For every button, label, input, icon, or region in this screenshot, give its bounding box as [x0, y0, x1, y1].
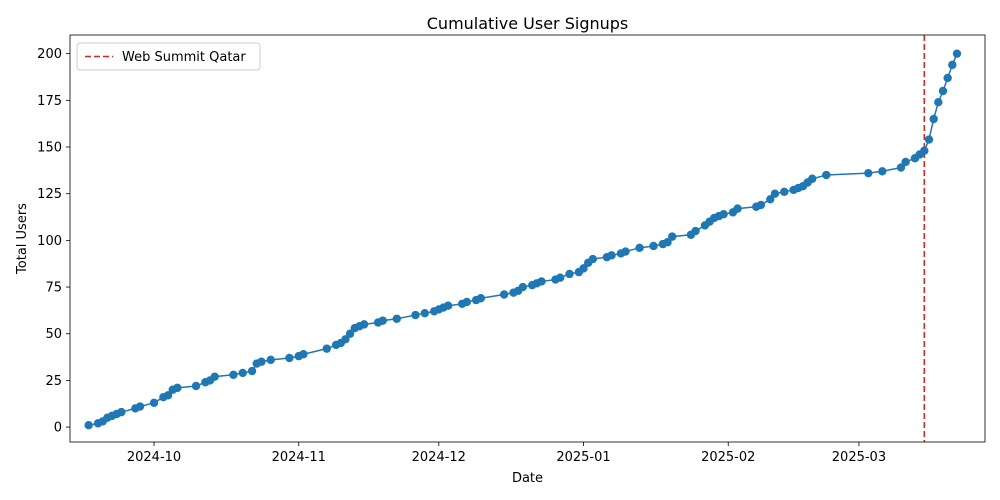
data-point [537, 277, 545, 285]
y-tick-label: 175 [37, 94, 62, 109]
data-point [117, 408, 125, 416]
data-point [925, 135, 933, 143]
y-tick-label: 100 [37, 234, 62, 249]
data-point [360, 320, 368, 328]
data-point [771, 189, 779, 197]
data-point [84, 421, 92, 429]
data-point [519, 283, 527, 291]
data-point [635, 244, 643, 252]
data-point [173, 384, 181, 392]
data-point [757, 201, 765, 209]
data-point [780, 188, 788, 196]
x-tick-label: 2025-01 [556, 450, 610, 465]
data-point [192, 382, 200, 390]
data-point [621, 247, 629, 255]
data-point [607, 251, 615, 259]
data-point [299, 350, 307, 358]
chart-title: Cumulative User Signups [427, 14, 629, 33]
x-tick-label: 2024-12 [412, 450, 466, 465]
data-point [556, 274, 564, 282]
data-point [878, 167, 886, 175]
data-point [953, 49, 961, 57]
data-point [901, 158, 909, 166]
data-point [822, 171, 830, 179]
data-point [500, 290, 508, 298]
data-point [565, 270, 573, 278]
data-point [668, 232, 676, 240]
plot-area [70, 35, 985, 442]
data-point [211, 372, 219, 380]
data-point [248, 367, 256, 375]
y-tick-label: 0 [54, 421, 62, 436]
data-point [136, 402, 144, 410]
data-point [477, 294, 485, 302]
legend-label-event: Web Summit Qatar [122, 50, 246, 65]
series-layer [84, 49, 961, 429]
x-tick-label: 2024-11 [272, 450, 326, 465]
x-axis-title: Date [512, 471, 543, 486]
data-point [267, 356, 275, 364]
data-point [229, 371, 237, 379]
data-point [257, 358, 265, 366]
y-tick-label: 50 [45, 327, 62, 342]
legend: Web Summit Qatar [77, 43, 260, 70]
data-point [948, 61, 956, 69]
data-point [719, 210, 727, 218]
data-point [444, 302, 452, 310]
data-point [393, 315, 401, 323]
x-tick-label: 2025-02 [701, 450, 755, 465]
data-point [421, 309, 429, 317]
data-point [929, 115, 937, 123]
data-point [943, 74, 951, 82]
data-point [920, 147, 928, 155]
y-tick-label: 200 [37, 47, 62, 62]
data-point [285, 354, 293, 362]
data-point [808, 175, 816, 183]
x-axis: 2024-10 2024-11 2024-12 2025-01 2025-02 2025-… [127, 442, 886, 465]
data-point [733, 204, 741, 212]
data-point [649, 242, 657, 250]
y-axis-title: Total Users [15, 203, 30, 275]
data-point [589, 255, 597, 263]
y-tick-label: 150 [37, 141, 62, 156]
data-point [463, 298, 471, 306]
data-point [864, 169, 872, 177]
series-line [89, 54, 957, 426]
data-point [934, 98, 942, 106]
data-point [239, 369, 247, 377]
x-tick-label: 2024-10 [127, 450, 181, 465]
data-point [323, 344, 331, 352]
data-point [691, 227, 699, 235]
y-tick-label: 25 [45, 374, 62, 389]
y-axis: 0 25 50 75 100 125 150 175 200 [37, 47, 70, 435]
data-point [939, 87, 947, 95]
data-point [379, 316, 387, 324]
y-tick-label: 125 [37, 187, 62, 202]
data-point [411, 311, 419, 319]
x-tick-label: 2025-03 [832, 450, 886, 465]
data-point [150, 399, 158, 407]
y-tick-label: 75 [45, 281, 62, 296]
